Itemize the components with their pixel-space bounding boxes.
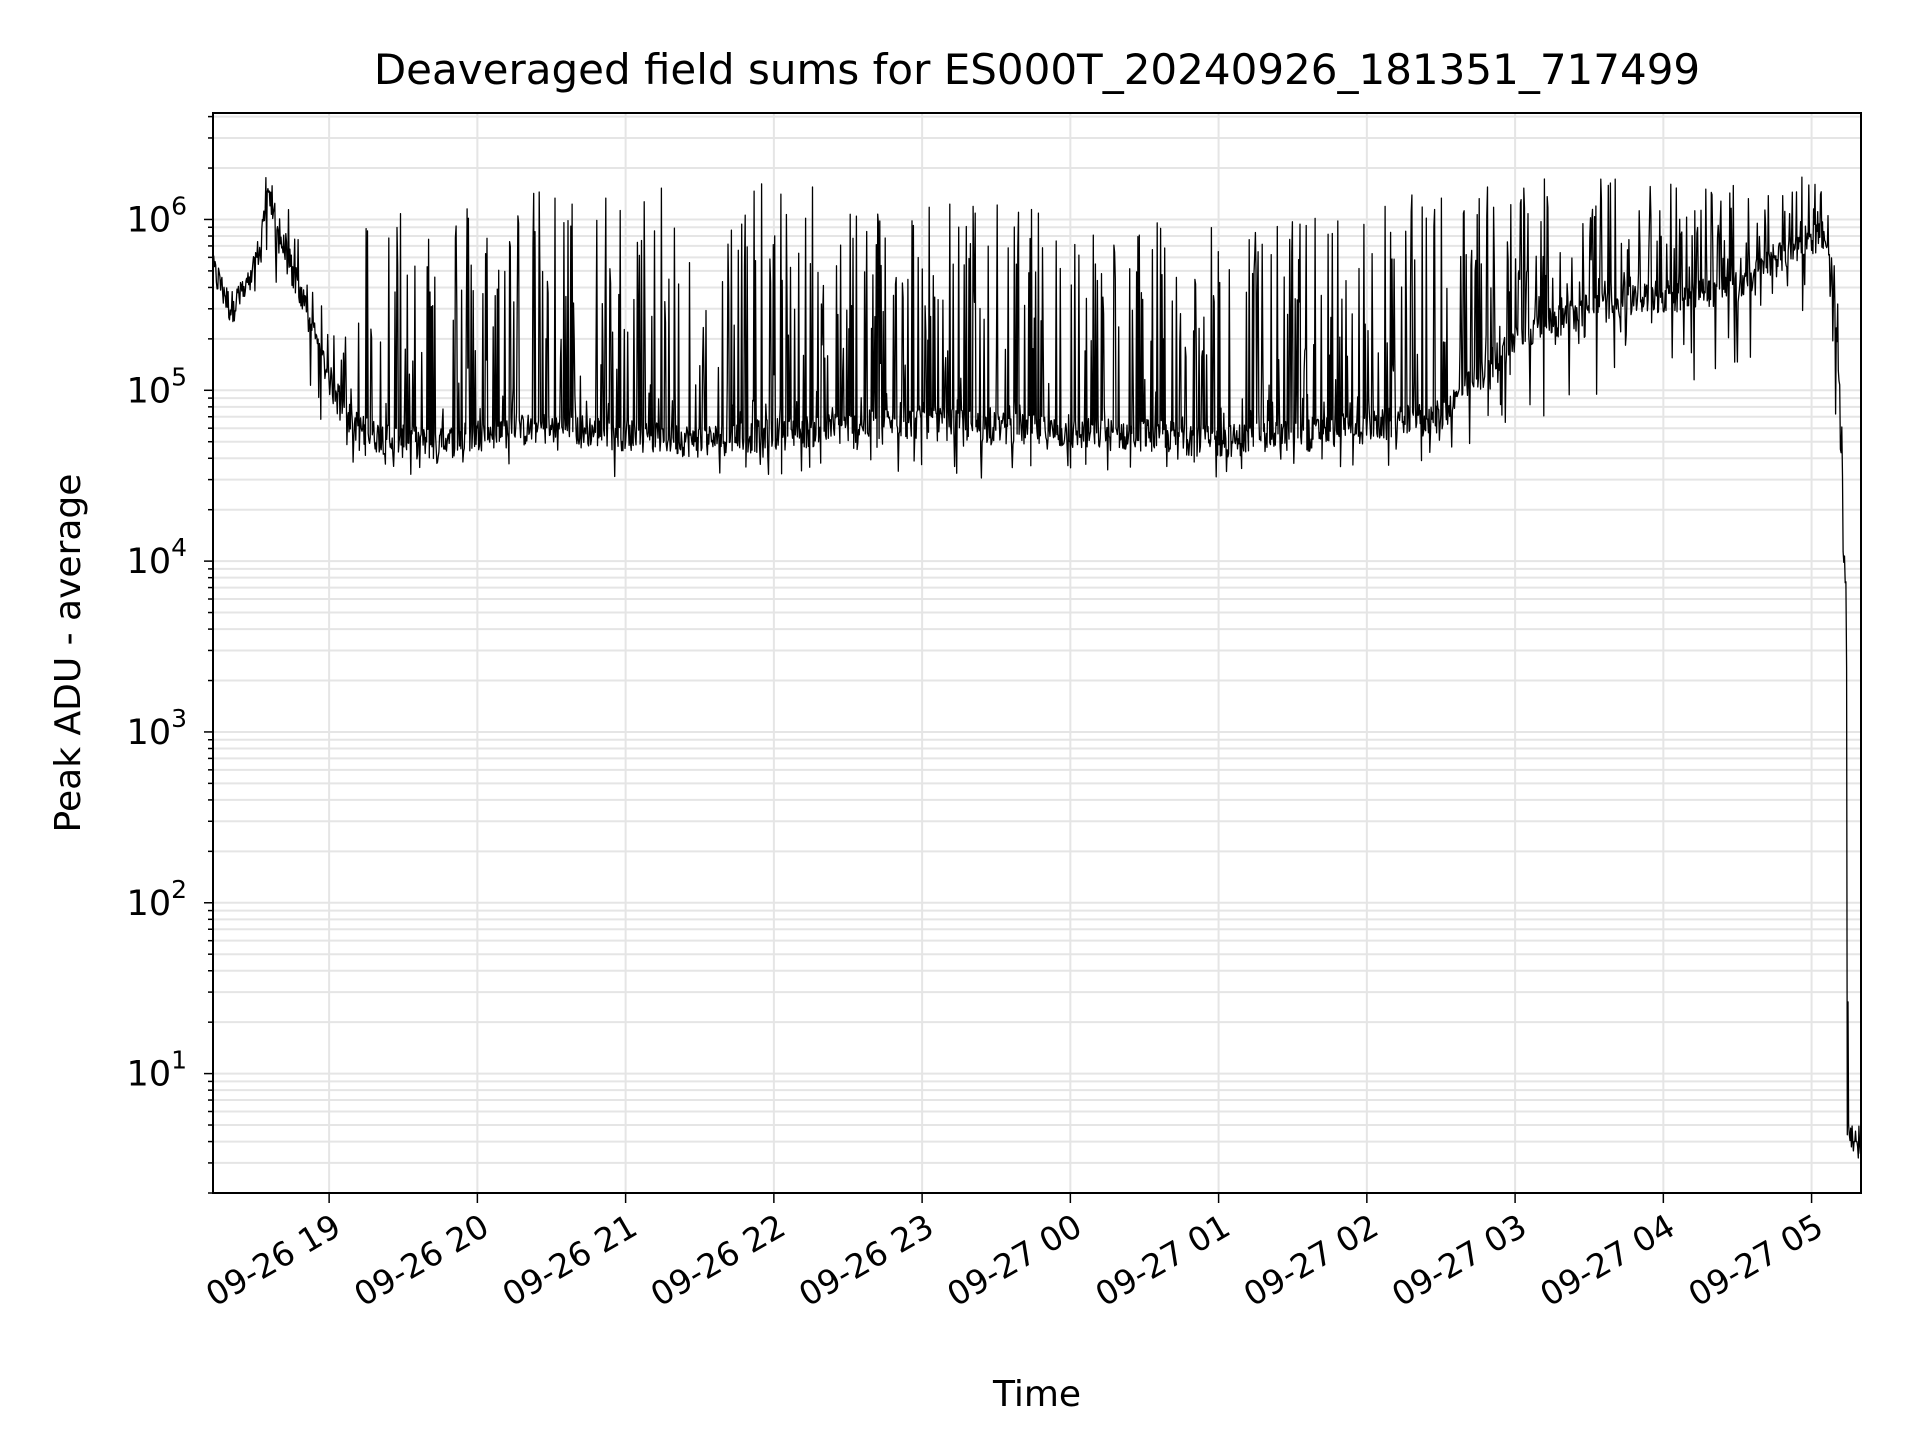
y-tick-label: 102 (127, 875, 187, 924)
x-axis-label: Time (992, 1374, 1081, 1415)
y-axis-label: Peak ADU - average (48, 474, 89, 833)
grid (213, 113, 1861, 1194)
chart-title: Deaveraged field sums for ES000T_2024092… (374, 45, 1700, 94)
plot-frame (212, 112, 1862, 1194)
y-tick-label: 101 (127, 1046, 187, 1095)
series-layer (212, 176, 1862, 1159)
y-axis: 101 102 103 104 105 106 (127, 115, 213, 1194)
y-tick-label: 105 (127, 362, 187, 411)
y-tick-label: 103 (127, 704, 187, 753)
series-line (212, 176, 1862, 1159)
y-tick-label: 106 (127, 191, 187, 240)
y-tick-label: 104 (127, 533, 187, 582)
